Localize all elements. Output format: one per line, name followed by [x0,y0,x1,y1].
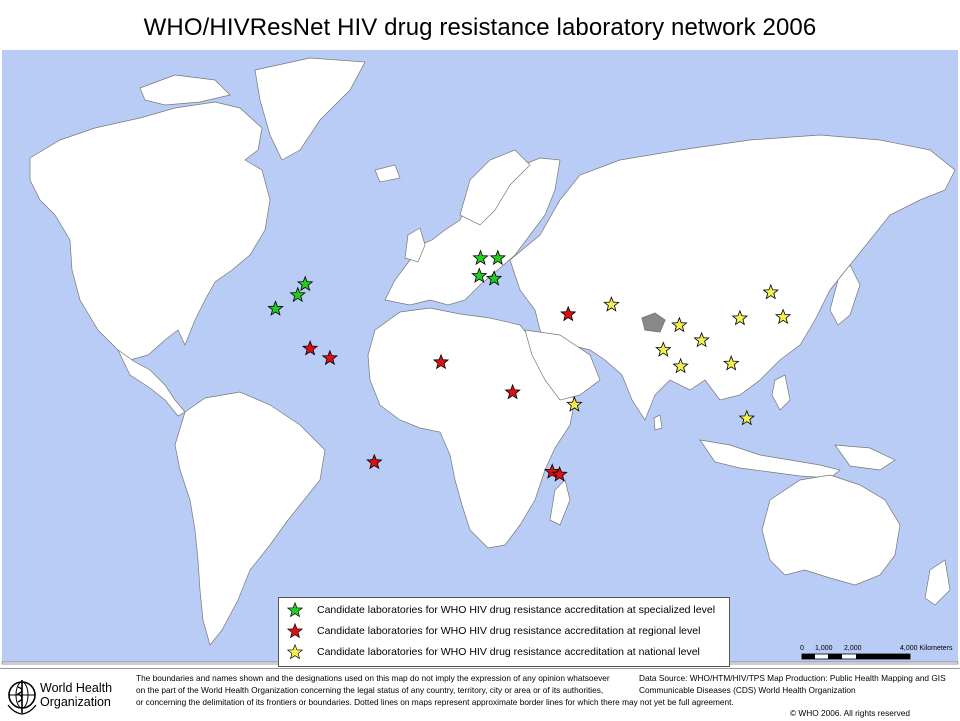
national-lab-marker-10 [731,309,749,326]
national-lab-marker-8 [762,283,779,300]
asia [509,134,956,421]
scale-segment-3 [856,654,910,659]
red-star-icon [287,623,303,639]
japan [829,264,861,326]
scandinavia [459,149,531,226]
legend-national: Candidate laboratories for WHO HIV drug … [287,643,700,661]
map-canvas [1,50,959,665]
disclaimer-line-1: The boundaries and names shown and the d… [136,673,610,683]
specialized-lab-marker-3 [267,300,284,316]
regional-lab-marker-6 [366,453,383,470]
new-guinea [834,444,896,471]
copyright: © WHO 2006. All rights reserved [790,708,911,718]
scale-label-1000: 1,000 [815,645,833,652]
legend-specialized: Candidate laboratories for WHO HIV drug … [287,601,715,619]
regional-lab-marker-2 [321,349,339,366]
footer: World Health Organization The boundaries… [0,668,960,721]
iceland [374,164,401,183]
south-america [174,391,326,646]
australia [761,474,901,586]
legend-national-label: Candidate laboratories for WHO HIV drug … [317,646,700,658]
national-lab-marker-11 [566,396,583,412]
national-lab-marker-4 [672,357,689,374]
national-lab-marker-6 [723,354,740,371]
regional-lab-marker-7 [543,463,561,479]
source-line-2: Communicable Diseases (CDS) World Health… [639,685,856,695]
arctic-islands [139,74,231,106]
british-isles [404,227,426,263]
arabian-peninsula [524,329,601,401]
source-line-1: Data Source: WHO/HTM/HIV/TPS Map Product… [639,673,946,683]
scale-bar: 0 1,000 2,000 4,000 Kilometers [800,643,960,665]
regional-lab-marker-5 [504,383,521,400]
philippines [771,374,791,411]
world-map: WHO/HIVResNet HIV drug resistance labora… [1,14,960,667]
africa [367,307,576,549]
greenland [254,57,366,161]
specialized-lab-marker-2 [289,286,306,303]
specialized-lab-marker-1 [296,275,314,292]
highlighted-region [641,312,666,333]
land-masses [1,57,959,665]
legend-regional-label: Candidate laboratories for WHO HIV drug … [317,625,701,637]
disclaimer-line-2: on the part of the World Health Organiza… [136,685,604,695]
north-america [29,101,271,361]
yellow-star-icon [287,644,303,660]
europe [384,157,561,306]
data-source: Data Source: WHO/HTM/HIV/TPS Map Product… [639,672,959,696]
scale-segment-1 [802,654,815,659]
legend: Candidate laboratories for WHO HIV drug … [278,597,730,667]
specialized-lab-marker-5 [489,249,507,266]
specialized-lab-marker-4 [472,249,489,266]
national-lab-marker-2 [671,316,688,333]
regional-lab-marker-1 [301,339,319,356]
disclaimer: The boundaries and names shown and the d… [136,672,734,708]
scale-segment-2 [828,654,842,659]
who-organization-name: World Health Organization [40,681,112,709]
specialized-lab-marker-7 [485,270,503,286]
scale-label-2000: 2,000 [844,645,862,652]
specialized-lab-marker-6 [471,267,488,283]
national-lab-marker-9 [774,308,792,324]
legend-regional: Candidate laboratories for WHO HIV drug … [287,622,700,640]
disclaimer-line-3: or concerning the delimitation of its fr… [136,697,734,707]
laboratory-markers [267,249,792,482]
regional-lab-marker-3 [560,305,577,322]
regional-lab-marker-8 [551,465,568,482]
regional-lab-marker-4 [432,353,450,370]
org-name-line1: World Health [40,681,113,695]
who-emblem-icon [7,680,37,715]
scale-bar-graphic: 0 1,000 2,000 4,000 Kilometers [800,645,953,660]
scale-label-4000: 4,000 Kilometers [900,645,953,652]
national-lab-marker-7 [738,409,755,426]
legend-specialized-label: Candidate laboratories for WHO HIV drug … [317,604,716,616]
org-name-line2: Organization [40,695,111,709]
green-star-icon [287,602,303,618]
scale-label-0: 0 [800,645,804,652]
new-zealand [924,559,951,606]
madagascar [549,479,571,526]
indonesia [699,439,841,479]
sri-lanka [653,414,663,431]
national-lab-marker-3 [655,341,672,357]
national-lab-marker-5 [693,331,710,348]
national-lab-marker-1 [603,296,620,312]
map-title: WHO/HIVResNet HIV drug resistance labora… [143,14,817,41]
